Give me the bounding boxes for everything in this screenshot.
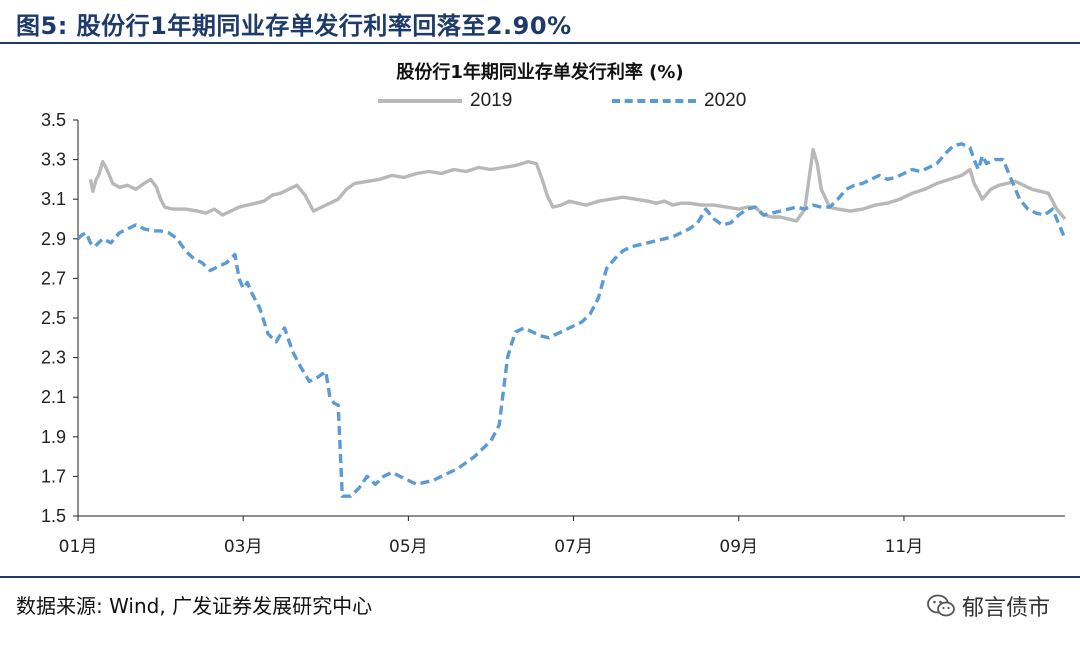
- legend-swatch-2020: [612, 99, 696, 103]
- y-tick-label: 1.5: [41, 506, 66, 526]
- x-tick-label: 01月: [59, 537, 98, 557]
- series-line-2020: [76, 142, 1067, 498]
- series-line-2019: [88, 147, 1067, 223]
- x-tick-label: 05月: [389, 537, 428, 557]
- y-tick-label: 2.9: [41, 229, 66, 249]
- y-tick-label: 2.5: [41, 308, 66, 328]
- legend-item-2019: 2019: [378, 90, 512, 112]
- source-note: 数据来源: Wind, 广发证券发展研究中心: [16, 594, 373, 618]
- y-tick-label: 1.7: [41, 466, 66, 486]
- watermark: 郁言债市: [926, 590, 1050, 622]
- y-tick-label: 1.9: [41, 427, 66, 447]
- bottom-rule: [0, 576, 1080, 578]
- chart-axes: 1.5 1.7 1.9 2.1 2.3 2.5 2.7 2.9 3.1 3.3 3.5 01月 03月 0…: [41, 110, 1065, 557]
- x-tick-label: 07月: [554, 537, 593, 557]
- legend-swatch-2019: [378, 99, 462, 103]
- wechat-icon: [927, 594, 955, 617]
- y-tick-label: 2.7: [41, 268, 66, 288]
- legend-label-2019: 2019: [470, 90, 513, 111]
- line-chart: 1.5 1.7 1.9 2.1 2.3 2.5 2.7 2.9 3.1 3.3 3.5 01月 03月 0…: [41, 110, 1067, 557]
- chart-legend: 2019 2020: [0, 90, 1080, 116]
- y-tick-label: 3.5: [41, 110, 66, 130]
- legend-label-2020: 2020: [704, 90, 747, 111]
- x-tick-label: 03月: [224, 537, 263, 557]
- y-tick-label: 3.1: [41, 189, 66, 209]
- chart-title: 股份行1年期同业存单发行利率 (%): [396, 62, 684, 83]
- top-rule: [0, 42, 1080, 44]
- x-tick-label: 11月: [885, 537, 924, 557]
- x-tick-label: 09月: [719, 537, 758, 557]
- watermark-text: 郁言债市: [961, 596, 1050, 621]
- legend-item-2020: 2020: [612, 90, 746, 112]
- y-tick-label: 2.1: [41, 387, 66, 407]
- chart-series: [76, 142, 1067, 498]
- figure-title: 图5: 股份行1年期同业存单发行利率回落至2.90%: [16, 12, 572, 40]
- y-tick-label: 3.3: [41, 150, 66, 170]
- y-tick-label: 2.3: [41, 348, 66, 368]
